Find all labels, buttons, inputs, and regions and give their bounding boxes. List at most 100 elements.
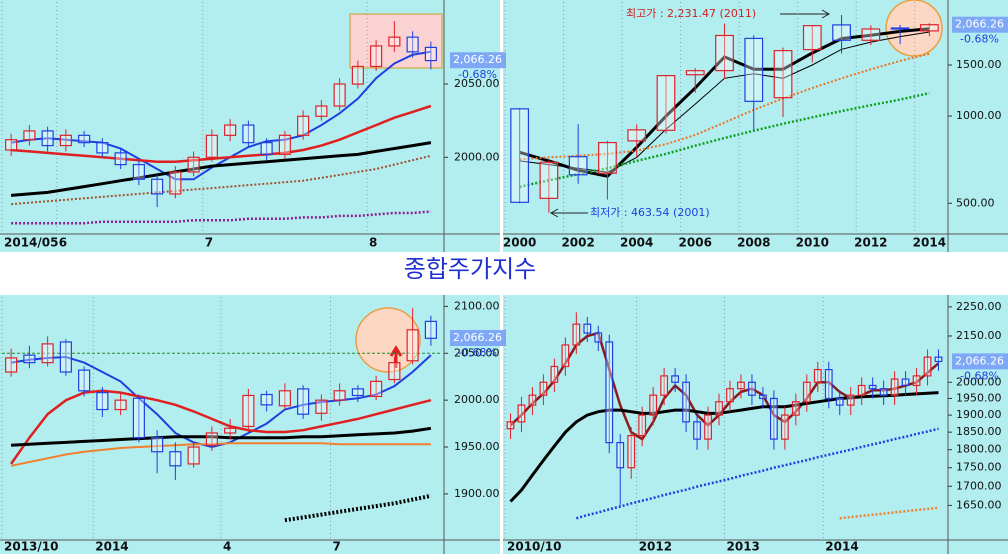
moving-average-line bbox=[519, 52, 930, 161]
candle-body bbox=[59, 341, 72, 373]
y-tick-label: 500.00 bbox=[956, 196, 995, 209]
y-tick-label: 2050.00 bbox=[454, 77, 500, 90]
candle-body bbox=[583, 323, 592, 334]
candle-body bbox=[682, 381, 690, 423]
x-tick-label: 2004 bbox=[620, 236, 653, 250]
candle-body bbox=[912, 375, 921, 387]
x-tick-label: 2008 bbox=[737, 236, 770, 250]
candle-body bbox=[737, 381, 745, 390]
annotation: 최고가 : 2,231.47 (2011) bbox=[626, 7, 756, 20]
candle-body bbox=[370, 380, 383, 398]
candle-body bbox=[769, 397, 778, 440]
last-price-box bbox=[450, 330, 506, 347]
candle-body bbox=[835, 397, 844, 406]
candle-body bbox=[169, 451, 182, 467]
candle-body bbox=[550, 365, 559, 383]
candle-body bbox=[388, 362, 401, 381]
candle-body bbox=[539, 381, 548, 396]
candle-body bbox=[224, 124, 237, 136]
change-label: -0.68% bbox=[458, 346, 497, 359]
y-tick-label: 1900.00 bbox=[956, 408, 1002, 421]
candle-body bbox=[726, 388, 734, 403]
candle-body bbox=[114, 152, 127, 166]
candle-body bbox=[744, 37, 764, 102]
candle-body bbox=[780, 414, 789, 440]
candle-body bbox=[791, 401, 800, 416]
candle-body bbox=[598, 141, 617, 174]
last-price-label: 2,066.26 bbox=[453, 53, 502, 66]
annotation-arrow bbox=[549, 208, 559, 218]
candle-body bbox=[132, 164, 145, 180]
candle-body bbox=[388, 36, 401, 47]
candle-body bbox=[23, 130, 36, 141]
candle-body bbox=[187, 156, 200, 173]
candle-body bbox=[802, 25, 822, 51]
candle-body bbox=[832, 24, 851, 41]
candle-body bbox=[333, 390, 346, 401]
x-tick-label: 2014 bbox=[825, 540, 858, 554]
x-tick-label: 2000 bbox=[503, 236, 536, 250]
candle-body bbox=[510, 108, 530, 203]
candle-body bbox=[715, 34, 734, 72]
y-tick-label: 1850.00 bbox=[956, 425, 1002, 438]
candle-body bbox=[685, 70, 705, 76]
y-tick-label: 2000.00 bbox=[454, 150, 500, 163]
candle-body bbox=[78, 369, 91, 392]
y-tick-label: 1900.00 bbox=[454, 487, 500, 500]
candle-body bbox=[868, 384, 877, 390]
candle-body bbox=[802, 381, 811, 403]
annotation-arrow bbox=[821, 9, 831, 19]
moving-average-line bbox=[839, 506, 939, 520]
candle-body bbox=[5, 139, 18, 151]
candle-body bbox=[114, 399, 127, 411]
x-tick-label: 2002 bbox=[561, 236, 594, 250]
candle-body bbox=[539, 161, 559, 199]
x-tick-label: 2014 bbox=[95, 540, 128, 554]
y-tick-label: 1500.00 bbox=[956, 58, 1002, 71]
candle-body bbox=[857, 384, 866, 396]
candle-body bbox=[242, 394, 255, 428]
y-tick-label: 1000.00 bbox=[956, 109, 1002, 122]
candle-body bbox=[297, 388, 310, 415]
last-price-box bbox=[952, 353, 1008, 370]
candle-body bbox=[260, 393, 273, 406]
candle-body bbox=[627, 435, 636, 469]
moving-average-line bbox=[10, 389, 432, 465]
candle-body bbox=[748, 381, 756, 396]
moving-average-line bbox=[11, 104, 432, 163]
x-tick-label: 2006 bbox=[679, 236, 712, 250]
candle-body bbox=[649, 394, 658, 416]
y-tick-label: 2050.00 bbox=[454, 346, 500, 359]
last-price-box bbox=[952, 16, 1008, 33]
candle-body bbox=[616, 442, 625, 469]
candle-body bbox=[205, 432, 218, 446]
moving-average-line bbox=[509, 331, 940, 441]
candle-body bbox=[861, 28, 881, 41]
candle-body bbox=[315, 399, 328, 414]
candle-body bbox=[96, 142, 109, 154]
x-tick-label: 6 bbox=[59, 236, 67, 250]
candle-body bbox=[890, 378, 899, 396]
moving-average-line bbox=[519, 91, 930, 189]
candle-body bbox=[59, 134, 72, 147]
candle-body bbox=[660, 375, 669, 396]
moving-average-line bbox=[11, 210, 432, 225]
x-tick-label: 2010/10 bbox=[507, 540, 561, 554]
last-price-label: 2,066.26 bbox=[955, 18, 1004, 31]
y-tick-label: 1950.00 bbox=[956, 391, 1002, 404]
highlight-circle bbox=[355, 307, 421, 373]
candle-body bbox=[879, 388, 888, 396]
moving-average-line bbox=[10, 442, 431, 467]
candle-body bbox=[506, 421, 515, 430]
candle-body bbox=[638, 414, 647, 437]
y-tick-label: 1700.00 bbox=[956, 479, 1002, 492]
candle-body bbox=[934, 356, 943, 363]
candle-body bbox=[704, 414, 712, 440]
candle-body bbox=[656, 75, 676, 131]
candle-body bbox=[671, 375, 680, 383]
candle-body bbox=[78, 134, 91, 144]
candle-body bbox=[715, 401, 723, 416]
y-tick-label: 2000.00 bbox=[956, 375, 1002, 388]
y-tick-label: 2250.00 bbox=[956, 300, 1002, 313]
